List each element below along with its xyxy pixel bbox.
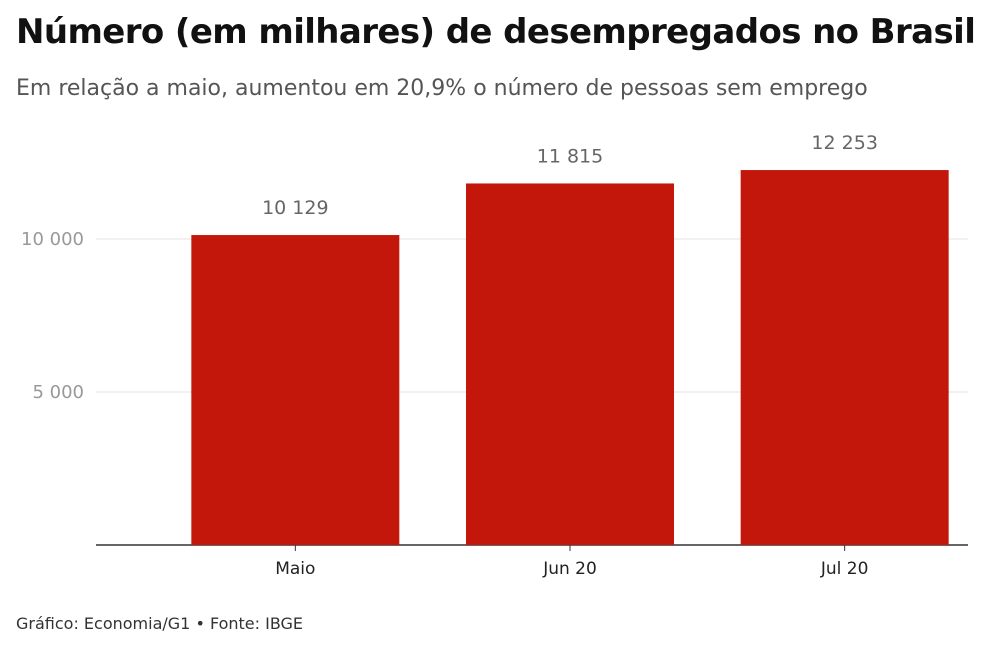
bar-value-label: 12 253: [811, 132, 877, 154]
bar: [191, 235, 400, 545]
y-tick-label: 5 000: [32, 382, 84, 403]
x-tick-label: Jul 20: [820, 559, 869, 579]
y-tick-label: 10 000: [21, 229, 84, 250]
x-tick-label: Maio: [275, 559, 315, 579]
bar: [466, 183, 674, 545]
bars: [191, 170, 949, 545]
labels: 5 000 10 000 10 129 Maio 11 815 Jun 20 12 253 J…: [21, 132, 878, 579]
chart-subtitle: Em relação a maio, aumentou em 20,9% o n…: [16, 76, 868, 101]
x-tick-label: Jun 20: [542, 559, 597, 579]
bar-value-label: 10 129: [262, 197, 328, 219]
bar-value-label: 11 815: [537, 145, 603, 167]
bar: [740, 170, 949, 545]
source-credit: Gráfico: Economia/G1 • Fonte: IBGE: [16, 614, 304, 633]
chart-title: Número (em milhares) de desempregados no…: [16, 12, 976, 52]
